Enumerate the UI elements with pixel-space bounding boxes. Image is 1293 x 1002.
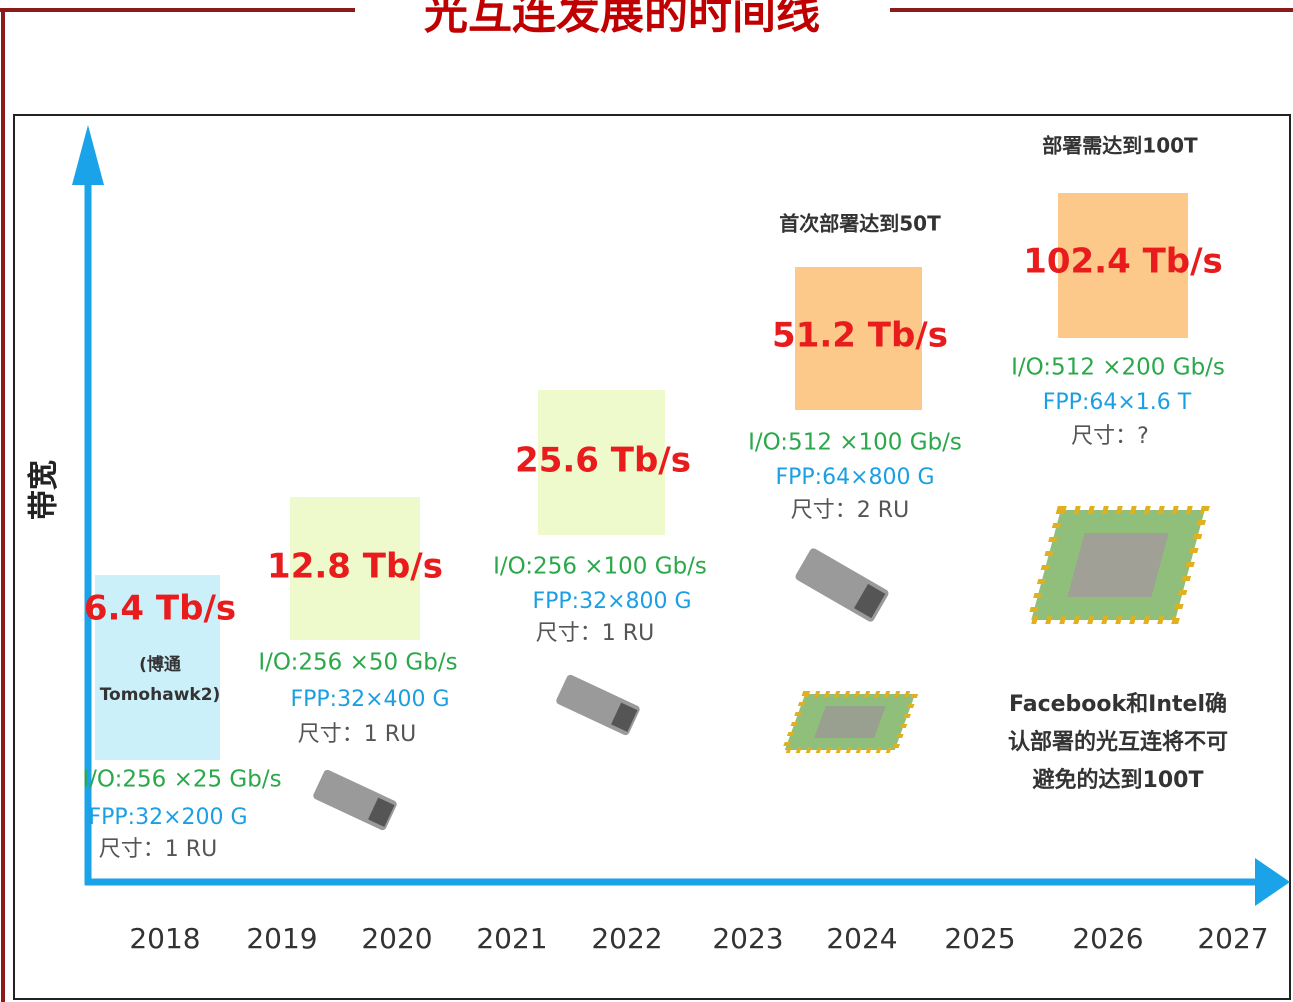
year-label: 2019 bbox=[246, 922, 317, 955]
io-spec: I/O:256 ×25 Gb/s bbox=[82, 767, 281, 793]
chip bbox=[780, 691, 920, 753]
year-label: 2022 bbox=[591, 922, 662, 955]
size-spec: 尺寸：1 RU bbox=[99, 837, 217, 862]
y-axis-label: 带宽 bbox=[27, 460, 62, 520]
module-icons bbox=[313, 506, 1210, 831]
bandwidth: 102.4 Tb/s bbox=[1023, 242, 1223, 282]
year-label: 2021 bbox=[476, 922, 547, 955]
title: 光互连发展的时间线 bbox=[424, 0, 820, 39]
fpp-spec: FPP:64×1.6 T bbox=[1043, 390, 1192, 415]
bandwidth-box bbox=[290, 497, 420, 640]
io-spec: I/O:256 ×100 Gb/s bbox=[493, 554, 707, 580]
year-label: 2027 bbox=[1197, 922, 1268, 955]
year-label: 2023 bbox=[712, 922, 783, 955]
io-spec: I/O:512 ×100 Gb/s bbox=[748, 430, 962, 456]
bandwidth-box bbox=[538, 390, 665, 535]
vendor: Tomohawk2) bbox=[100, 685, 221, 705]
vendor: (博通 bbox=[139, 654, 181, 675]
x-arrow bbox=[1255, 858, 1290, 906]
year-label: 2026 bbox=[1072, 922, 1143, 955]
milestone-note: 部署需达到100T bbox=[1042, 134, 1198, 158]
bandwidth-box bbox=[95, 575, 220, 760]
year-label: 2020 bbox=[361, 922, 432, 955]
frame bbox=[13, 114, 1291, 1000]
footnote: Facebook和Intel确 bbox=[1009, 691, 1227, 717]
year-label: 2024 bbox=[826, 922, 897, 955]
year-label: 2025 bbox=[944, 922, 1015, 955]
title-bg bbox=[355, 0, 890, 40]
bandwidth: 12.8 Tb/s bbox=[267, 547, 443, 587]
footnote: 避免的达到100T bbox=[1033, 767, 1204, 793]
size-spec: 尺寸：? bbox=[1071, 424, 1149, 449]
bandwidth: 6.4 Tb/s bbox=[84, 589, 236, 629]
fpp-spec: FPP:64×800 G bbox=[775, 465, 934, 490]
fpp-spec: FPP:32×200 G bbox=[88, 805, 247, 830]
y-arrow bbox=[72, 125, 104, 185]
bandwidth: 51.2 Tb/s bbox=[772, 316, 948, 356]
io-spec: I/O:256 ×50 Gb/s bbox=[258, 650, 457, 676]
io-spec: I/O:512 ×200 Gb/s bbox=[1011, 355, 1225, 381]
milestone-note: 首次部署达到50T bbox=[779, 212, 941, 236]
size-spec: 尺寸：1 RU bbox=[298, 722, 416, 747]
size-spec: 尺寸：2 RU bbox=[791, 498, 909, 523]
year-label: 2018 bbox=[129, 922, 200, 955]
module bbox=[795, 548, 889, 622]
fpp-spec: FPP:32×800 G bbox=[532, 589, 691, 614]
module bbox=[313, 769, 397, 831]
bandwidth-box bbox=[795, 267, 922, 410]
module bbox=[556, 674, 640, 736]
bandwidth-box bbox=[1058, 193, 1188, 338]
bandwidth: 25.6 Tb/s bbox=[515, 441, 691, 481]
chip bbox=[1026, 506, 1210, 624]
footnote: 认部署的光互连将不可 bbox=[1008, 729, 1228, 755]
fpp-spec: FPP:32×400 G bbox=[290, 687, 449, 712]
size-spec: 尺寸：1 RU bbox=[536, 621, 654, 646]
